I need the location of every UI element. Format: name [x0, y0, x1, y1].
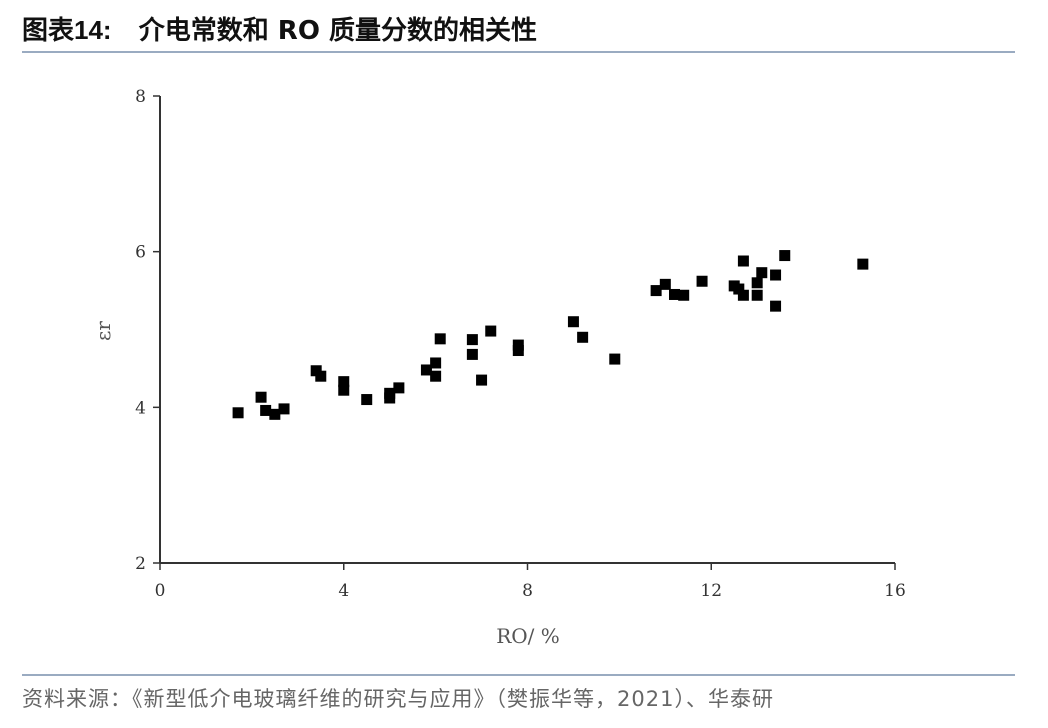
data-point: [770, 300, 782, 312]
data-point: [361, 394, 373, 406]
data-point: [393, 382, 405, 394]
data-point: [420, 364, 432, 376]
data-point: [255, 391, 267, 403]
data-point: [779, 250, 791, 262]
chart-ticks: 0 4 8 12 16 2 4 6 8: [135, 87, 906, 601]
y-axis-label: εr: [91, 321, 115, 341]
title-text: 介电常数和 RO 质量分数的相关性: [138, 16, 537, 46]
data-point: [669, 288, 680, 300]
data-point: [338, 384, 350, 396]
data-point: [338, 376, 350, 388]
header-rule: [22, 51, 1015, 53]
source-note: 资料来源：《新型低介电玻璃纤维的研究与应用》（樊振华等，2021）、华泰研: [22, 687, 774, 711]
data-point: [232, 407, 244, 419]
title-prefix: 图表: [22, 16, 75, 46]
footer-rule: [22, 674, 1015, 676]
data-point: [384, 387, 396, 399]
data-point: [733, 283, 745, 295]
data-point: [609, 353, 621, 365]
data-point: [770, 269, 782, 281]
data-point: [857, 258, 869, 270]
data-point: [567, 316, 579, 328]
data-point: [751, 277, 763, 289]
data-point: [278, 403, 290, 415]
chart-axes: [159, 96, 895, 564]
x-tick-label: 8: [522, 581, 533, 601]
data-point: [737, 289, 749, 301]
data-point: [756, 267, 768, 279]
data-point: [434, 333, 446, 345]
data-point: [751, 289, 763, 301]
data-point: [577, 331, 589, 343]
data-point: [512, 345, 524, 357]
title-number: 14:: [74, 15, 112, 45]
x-axis-label: RO/ %: [496, 624, 560, 648]
y-tick-label: 2: [135, 554, 146, 574]
data-point: [430, 370, 442, 382]
data-point: [476, 374, 488, 386]
y-tick-label: 4: [135, 398, 146, 418]
y-tick-label: 6: [135, 243, 146, 263]
data-point: [678, 289, 690, 301]
data-point: [659, 278, 671, 290]
chart-title: 图表14: 介电常数和 RO 质量分数的相关性: [22, 10, 537, 50]
data-point: [466, 348, 478, 360]
data-point: [466, 334, 478, 346]
x-tick-label: 0: [155, 581, 166, 601]
data-point: [269, 408, 281, 420]
data-point: [315, 370, 327, 382]
data-point: [485, 325, 497, 337]
x-tick-label: 16: [884, 581, 906, 601]
data-point: [696, 275, 708, 287]
y-tick-label: 8: [135, 87, 146, 107]
data-point: [737, 255, 749, 267]
x-tick-label: 4: [338, 581, 349, 601]
data-point: [430, 357, 442, 369]
data-point: [650, 285, 662, 297]
data-point: [260, 404, 272, 416]
chart-points: [232, 250, 869, 420]
x-tick-label: 12: [700, 581, 722, 601]
